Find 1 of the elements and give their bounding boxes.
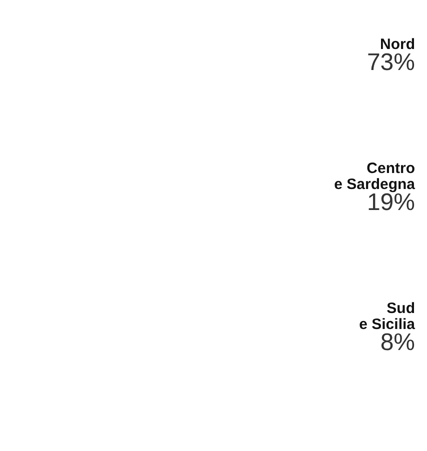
category-label: Centro e Sardegna: [334, 160, 416, 193]
